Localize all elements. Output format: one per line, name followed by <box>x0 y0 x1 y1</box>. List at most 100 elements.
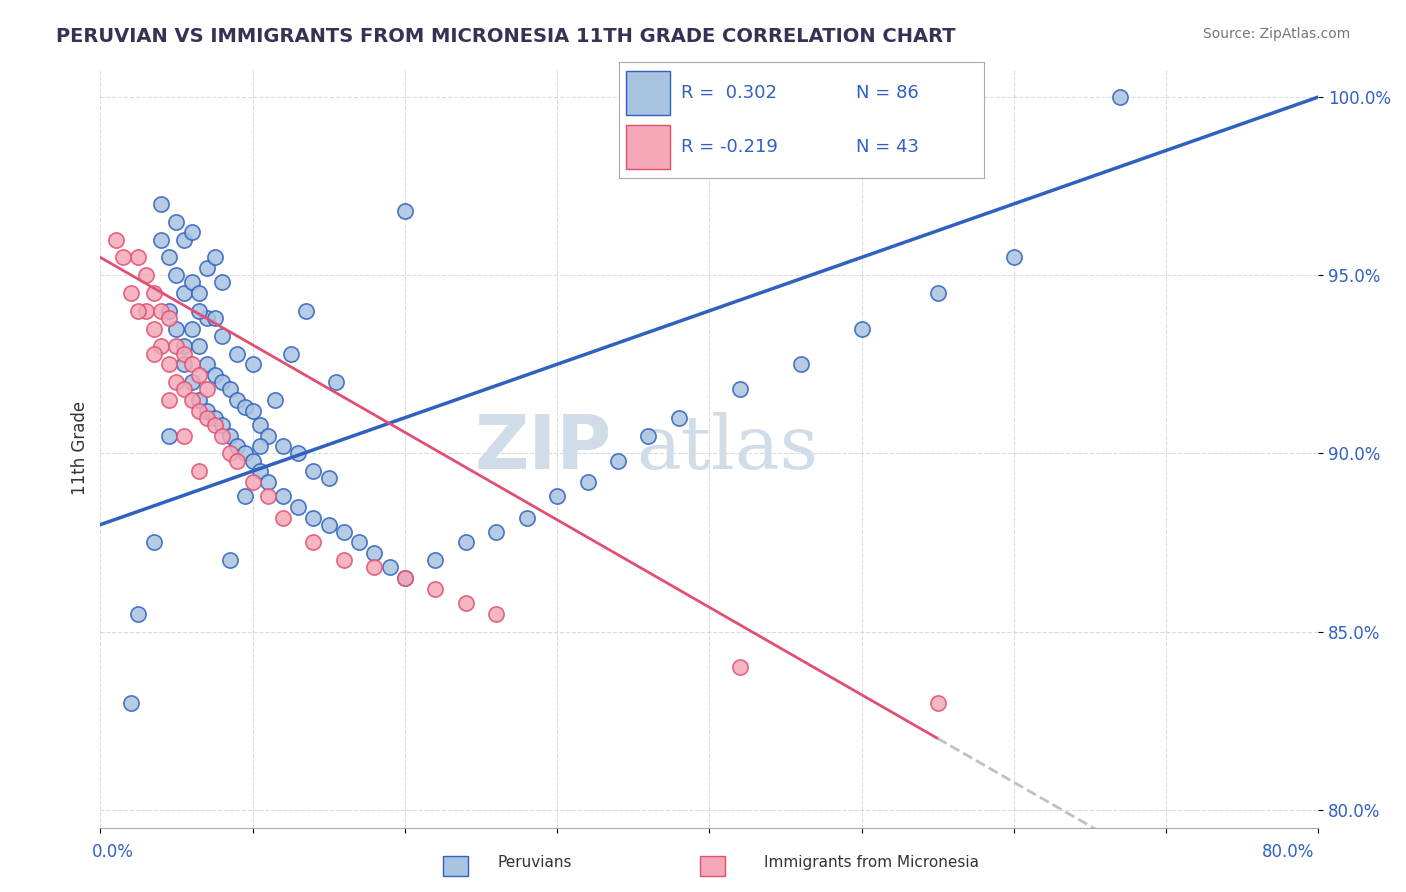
Point <box>173 428 195 442</box>
Point <box>120 285 142 300</box>
Y-axis label: 11th Grade: 11th Grade <box>72 401 89 495</box>
Point <box>188 403 211 417</box>
Point <box>188 303 211 318</box>
Point <box>150 197 173 211</box>
Text: Source: ZipAtlas.com: Source: ZipAtlas.com <box>1202 27 1350 41</box>
Point <box>157 428 180 442</box>
Point <box>242 475 264 489</box>
Point <box>142 285 165 300</box>
Point <box>195 310 218 325</box>
Point <box>607 453 630 467</box>
Point <box>226 453 249 467</box>
Point <box>204 417 226 432</box>
Text: N = 43: N = 43 <box>856 138 920 156</box>
Text: 80.0%: 80.0% <box>1263 843 1315 861</box>
Point <box>120 696 142 710</box>
Point <box>104 233 127 247</box>
Point <box>318 517 340 532</box>
Point <box>195 410 218 425</box>
Point <box>150 339 173 353</box>
Point <box>318 471 340 485</box>
Point <box>180 321 202 335</box>
Point <box>166 268 188 283</box>
Point <box>347 535 370 549</box>
Point <box>295 303 318 318</box>
Point <box>180 276 202 290</box>
Point <box>516 510 538 524</box>
Point <box>188 464 211 478</box>
Point <box>173 233 195 247</box>
Point <box>363 560 385 574</box>
Point <box>204 368 226 382</box>
Point <box>271 489 294 503</box>
Text: Immigrants from Micronesia: Immigrants from Micronesia <box>765 855 979 870</box>
Point <box>195 403 218 417</box>
Point <box>150 233 173 247</box>
Point <box>226 392 249 407</box>
Point <box>789 357 811 371</box>
Point <box>173 339 195 353</box>
Point <box>150 303 173 318</box>
Point <box>195 261 218 276</box>
Text: Peruvians: Peruvians <box>498 855 571 870</box>
Point <box>157 310 180 325</box>
Point <box>256 428 278 442</box>
Point <box>249 417 271 432</box>
Text: N = 86: N = 86 <box>856 84 920 102</box>
Point <box>302 535 325 549</box>
Point <box>127 303 149 318</box>
FancyBboxPatch shape <box>626 70 669 114</box>
Point <box>218 428 240 442</box>
Point <box>204 251 226 265</box>
Point <box>142 535 165 549</box>
Point <box>157 303 180 318</box>
Point <box>180 392 202 407</box>
Point <box>157 357 180 371</box>
Point <box>233 446 256 460</box>
Point <box>425 582 447 596</box>
Point <box>302 464 325 478</box>
Point <box>394 571 416 585</box>
Point <box>394 571 416 585</box>
Point <box>142 321 165 335</box>
Point <box>927 285 949 300</box>
Point <box>425 553 447 567</box>
Point <box>378 560 401 574</box>
Point <box>280 346 302 360</box>
Point <box>142 346 165 360</box>
Point <box>546 489 568 503</box>
Point <box>271 510 294 524</box>
Point <box>157 392 180 407</box>
Point <box>127 607 149 621</box>
Point <box>211 375 233 389</box>
Point <box>264 392 287 407</box>
Point <box>112 251 135 265</box>
Point <box>256 489 278 503</box>
Point <box>135 303 157 318</box>
Point <box>218 446 240 460</box>
Point <box>195 357 218 371</box>
Point <box>333 553 356 567</box>
Point <box>394 204 416 219</box>
Point <box>173 357 195 371</box>
Point <box>851 321 873 335</box>
Point <box>166 339 188 353</box>
Point <box>173 285 195 300</box>
Point <box>211 428 233 442</box>
Text: R = -0.219: R = -0.219 <box>681 138 778 156</box>
Point <box>287 500 309 514</box>
Point <box>1002 251 1025 265</box>
Point <box>157 251 180 265</box>
Point <box>211 417 233 432</box>
Point <box>728 660 751 674</box>
Text: ZIP: ZIP <box>475 411 612 484</box>
Point <box>195 382 218 396</box>
Point <box>637 428 659 442</box>
Point <box>180 226 202 240</box>
Point <box>242 403 264 417</box>
Point <box>226 346 249 360</box>
Text: 0.0%: 0.0% <box>91 843 134 861</box>
Point <box>188 285 211 300</box>
Point <box>256 475 278 489</box>
Point <box>271 439 294 453</box>
